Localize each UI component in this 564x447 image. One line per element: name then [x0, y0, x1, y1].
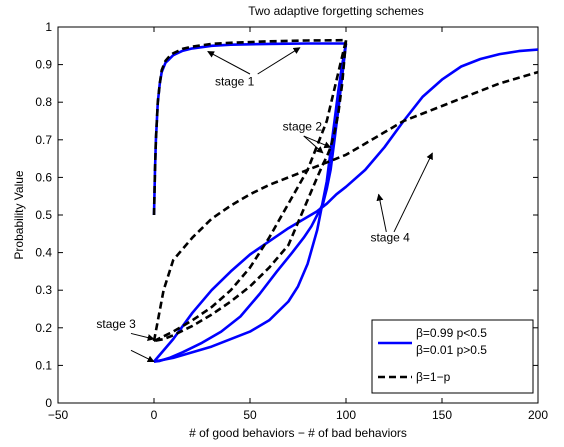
- x-tick-label: 0: [151, 408, 158, 422]
- annotation-arrow: [393, 152, 433, 233]
- series-layer: [152, 38, 539, 363]
- series-1-segment-3: [153, 39, 348, 343]
- series-1-segment-2: [152, 70, 539, 342]
- y-tick-label: 0.6: [35, 170, 52, 184]
- legend: β=0.99 p<0.5 β=0.01 p>0.5 β=1−p: [371, 319, 534, 394]
- y-tick-label: 0: [45, 396, 52, 410]
- y-tick-label: 0.1: [35, 358, 52, 372]
- annotation-arrow: [376, 193, 387, 233]
- series-1-segment-1: [153, 40, 348, 343]
- series-0-segment-3: [153, 43, 348, 363]
- annotation-arrow: [130, 332, 155, 341]
- series-1-segment-0: [152, 38, 347, 216]
- y-tick-label: 0.2: [35, 321, 52, 335]
- annotation-arrow: [130, 349, 155, 363]
- annotation-arrow: [257, 47, 301, 75]
- legend-label: β=0.99 p<0.5: [416, 326, 487, 340]
- x-tick-label: 100: [336, 408, 356, 422]
- legend-label: β=1−p: [416, 370, 451, 384]
- series-0-segment-1: [153, 43, 348, 363]
- y-tick-label: 0.9: [35, 58, 52, 72]
- x-tick-label: 50: [243, 408, 257, 422]
- annotation-arrow: [303, 135, 324, 154]
- y-tick-label: 0.8: [35, 95, 52, 109]
- y-tick-label: 1: [45, 20, 52, 34]
- annotation-label: stage 2: [283, 119, 323, 133]
- x-tick-label: 200: [528, 408, 548, 422]
- y-axis-label: Probability Value: [12, 170, 26, 259]
- legend-label: β=0.01 p>0.5: [416, 343, 487, 357]
- annotation-label: stage 4: [370, 230, 410, 244]
- annotation-label: stage 3: [96, 317, 136, 331]
- annotation-layer: stage 1 stage 2 stage 3 stage 4: [96, 47, 433, 363]
- x-tick-label: 150: [432, 408, 452, 422]
- series-0-segment-2: [153, 48, 539, 363]
- y-tick-label: 0.4: [35, 246, 52, 260]
- chart-title: Two adaptive forgetting schemes: [248, 4, 423, 18]
- x-tick-label: −50: [48, 408, 69, 422]
- y-tick-label: 0.5: [35, 208, 52, 222]
- annotation-label: stage 1: [215, 74, 255, 88]
- annotation-arrow: [303, 135, 332, 149]
- x-axis-label: # of good behaviors − # of bad behaviors: [189, 426, 407, 440]
- legend-box: [371, 319, 534, 394]
- annotation-arrow: [207, 50, 251, 75]
- y-tick-label: 0.3: [35, 283, 52, 297]
- y-tick-label: 0.7: [35, 133, 52, 147]
- axis-ticks: −50 0 50 100 150 20000.10.20.30.40.50.60.70.8…: [35, 20, 548, 422]
